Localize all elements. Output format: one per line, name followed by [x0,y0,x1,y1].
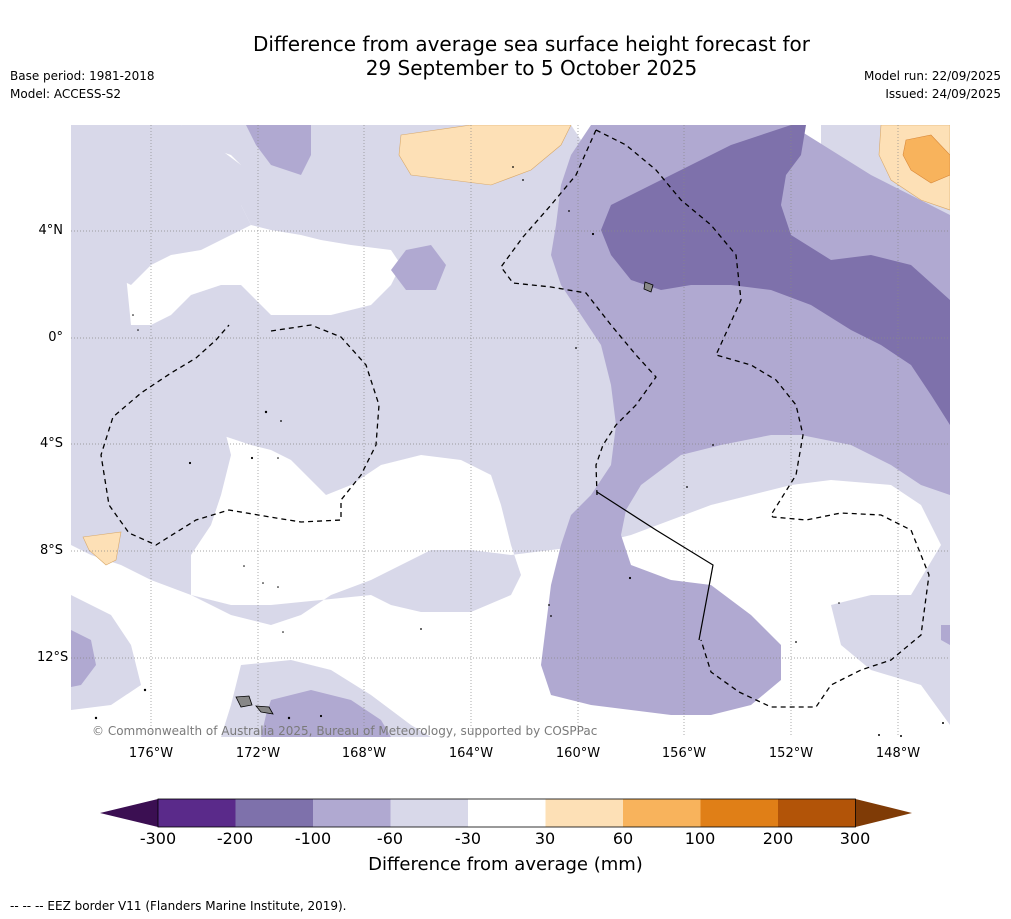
colorbar-segment [313,799,391,827]
anomaly-region-medium-a [246,125,311,175]
colorbar-extend-high [855,799,912,827]
title-line-2: 29 September to 5 October 2025 [365,56,698,80]
model-name: Model: ACCESS-S2 [10,87,122,101]
meta-right: Model run: 22/09/2025 Issued: 24/09/2025 [864,67,1001,103]
colorbar-title: Difference from average (mm) [368,854,643,875]
colorbar-tick: 200 [762,829,794,848]
lat-label-0: 0° [48,330,63,345]
lat-label-4n: 4°N [38,223,64,238]
eez-footnote: -- -- -- EEZ border V11 (Flanders Marine… [10,899,347,913]
lon-label-160w: 160°W [555,746,601,761]
lon-label-164w: 164°W [448,746,494,761]
lon-label-168w: 168°W [341,746,387,761]
lat-label-4s: 4°S [39,436,63,451]
lon-label-156w: 156°W [661,746,707,761]
lon-label-148w: 148°W [875,746,921,761]
colorbar-segment [778,799,856,827]
colorbar-tick: -300 [139,829,177,848]
lon-label-152w: 152°W [768,746,814,761]
eez-borders [100,129,930,708]
colorbar [100,798,912,828]
anomaly-region-light-w [71,125,251,285]
anomaly-region-strong [601,125,950,425]
title-line-1: Difference from average sea surface heig… [252,32,811,56]
copyright-notice: © Commonwealth of Australia 2025, Bureau… [92,724,598,738]
anomaly-region-medium-b [391,245,446,290]
map-title: Difference from average sea surface heig… [0,32,1011,80]
colorbar-extend-low [100,799,158,827]
colorbar-segment [468,799,546,827]
colorbar-segments [158,799,856,827]
colorbar-tick: -60 [376,829,404,848]
atolls [94,166,944,737]
sea-height-map [71,125,950,737]
base-period: Base period: 1981-2018 [10,69,155,83]
colorbar-tick: -200 [216,829,254,848]
colorbar-segment [235,799,313,827]
colorbar-segment [623,799,701,827]
meta-left: Base period: 1981-2018 Model: ACCESS-S2 [10,67,155,103]
anomaly-region-medium-d [261,690,391,737]
colorbar-segment [545,799,623,827]
lon-label-176w: 176°W [128,746,174,761]
colorbar-tick: -100 [294,829,332,848]
model-run: Model run: 22/09/2025 [863,69,1001,83]
maritime-boundary [596,491,714,641]
anomaly-region-medium-e [941,625,950,645]
map-area [71,125,950,737]
anomaly-region-medium-c [71,630,96,687]
anomaly-region-positive-c [902,134,950,184]
colorbar-tick: -30 [454,829,482,848]
lat-label-8s: 8°S [39,543,63,558]
colorbar-segment [700,799,778,827]
colorbar-tick: 30 [534,829,556,848]
islands [235,281,654,715]
anomaly-region-positive-a [398,125,572,186]
colorbar-segment [390,799,468,827]
colorbar-tick: 100 [684,829,716,848]
lon-label-172w: 172°W [235,746,281,761]
graticule [71,125,950,737]
issued-date: Issued: 24/09/2025 [885,87,1001,101]
colorbar-tick: 60 [612,829,634,848]
colorbar-tick: 300 [839,829,871,848]
anomaly-region-light-se [71,595,141,710]
lat-label-12s: 12°S [37,650,69,665]
anomaly-region-positive-d [82,531,122,566]
colorbar-segment [158,799,236,827]
